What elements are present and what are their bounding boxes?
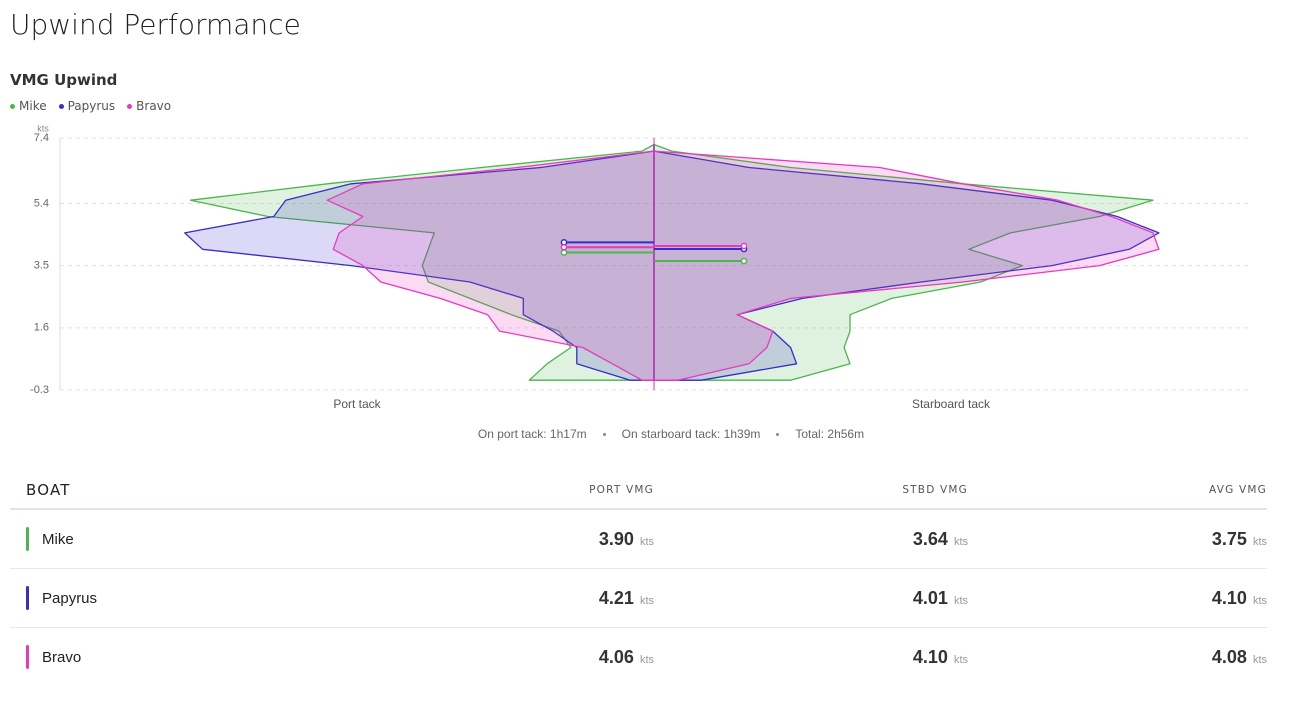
color-bar [26,586,29,610]
header-cell: BOAT [26,481,71,499]
separator [602,432,606,436]
header-cell: AVG VMG [1209,484,1267,496]
vmg-unit: kts [639,653,654,666]
header-cell: STBD VMG [902,484,968,496]
vmg-unit: kts [1252,535,1267,548]
vmg-value: 3.64 [912,528,948,549]
vmg-value: 4.01 [912,587,948,608]
x-label: Port tack [333,397,381,411]
vmg-value: 3.75 [1211,528,1247,549]
page-title: Upwind Performance [10,8,301,41]
boat-name: Bravo [42,648,82,666]
mean-dot [740,242,748,250]
legend-item: Mike [10,99,47,113]
table-row: Papyrus 4.21 kts 4.01 kts 4.10 kts [10,569,1267,628]
vmg-value: 4.06 [598,646,634,667]
vmg-cell: 4.06 kts [366,647,654,668]
vmg-value: 4.08 [1211,646,1247,667]
y-tick-label: 1.6 [34,322,49,334]
vmg-cell: 3.90 kts [366,529,654,550]
vmg-cell: 4.10 kts [968,588,1267,609]
chart: kts -0.3 1.6 3.5 5.4 7.4 Port tack Starboard ta… [30,123,1248,411]
y-tick-label: -0.3 [30,384,49,396]
vmg-value: 4.21 [598,587,634,608]
vmg-cell: 3.75 kts [968,529,1267,550]
legend: Mike Papyrus Bravo [10,99,171,113]
color-bar [26,645,29,669]
legend-label: Papyrus [67,99,116,113]
vmg-value: 4.10 [912,646,948,667]
summary-item: On port tack: 1h17m [477,427,587,441]
boat-name: Mike [42,530,74,548]
legend-dot [127,103,133,109]
vmg-unit: kts [953,653,968,666]
vmg-cell: 4.08 kts [968,647,1267,668]
table-row: Bravo 4.06 kts 4.10 kts 4.08 kts [10,628,1267,686]
vmg-value: 3.90 [598,528,634,549]
table: BOAT PORT VMG STBD VMG AVG VMG Mike 3.90 kts 3.… [10,472,1267,686]
summary-item: On starboard tack: 1h39m [621,427,761,441]
legend-label: Mike [19,99,47,113]
vmg-cell: 4.01 kts [654,588,968,609]
vmg-unit: kts [953,594,968,607]
legend-dot [58,103,64,109]
header-cell: PORT VMG [589,484,654,496]
boat-name: Papyrus [42,589,98,607]
legend-item: Papyrus [58,99,116,113]
mean-dot [560,243,568,251]
y-tick-label: 3.5 [34,260,49,272]
violin-starboard [653,143,1160,381]
separator [776,432,780,436]
violin-starboard [653,143,1154,381]
table-header: BOAT PORT VMG STBD VMG AVG VMG [10,472,1267,510]
vmg-cell: 4.21 kts [366,588,654,609]
chart-title: VMG Upwind [10,71,118,89]
y-tick-label: 7.4 [34,132,49,144]
violin-port [190,143,655,381]
y-axis-label: kts [37,123,49,133]
vmg-unit: kts [1252,653,1267,666]
vmg-unit: kts [639,535,654,548]
table-row: Mike 3.90 kts 3.64 kts 3.75 kts [10,510,1267,569]
vmg-unit: kts [1252,594,1267,607]
summary-item: Total: 2h56m [795,427,865,441]
vmg-unit: kts [953,535,968,548]
vmg-cell: 4.10 kts [654,647,968,668]
legend-label: Bravo [136,99,172,113]
vmg-cell: 3.64 kts [654,529,968,550]
x-label: Starboard tack [912,397,991,411]
mean-dot [740,257,748,265]
vmg-unit: kts [639,594,654,607]
boat-cell: Papyrus [10,586,366,610]
boat-cell: Mike [10,527,366,551]
vmg-value: 4.10 [1211,587,1247,608]
legend-item: Bravo [127,99,171,113]
summary: On port tack: 1h17m On starboard tack: 1h… [0,427,1292,441]
y-tick-label: 5.4 [34,197,49,209]
color-bar [26,527,29,551]
mean-dot [560,249,568,256]
legend-dot [10,103,15,109]
boat-cell: Bravo [10,645,366,669]
